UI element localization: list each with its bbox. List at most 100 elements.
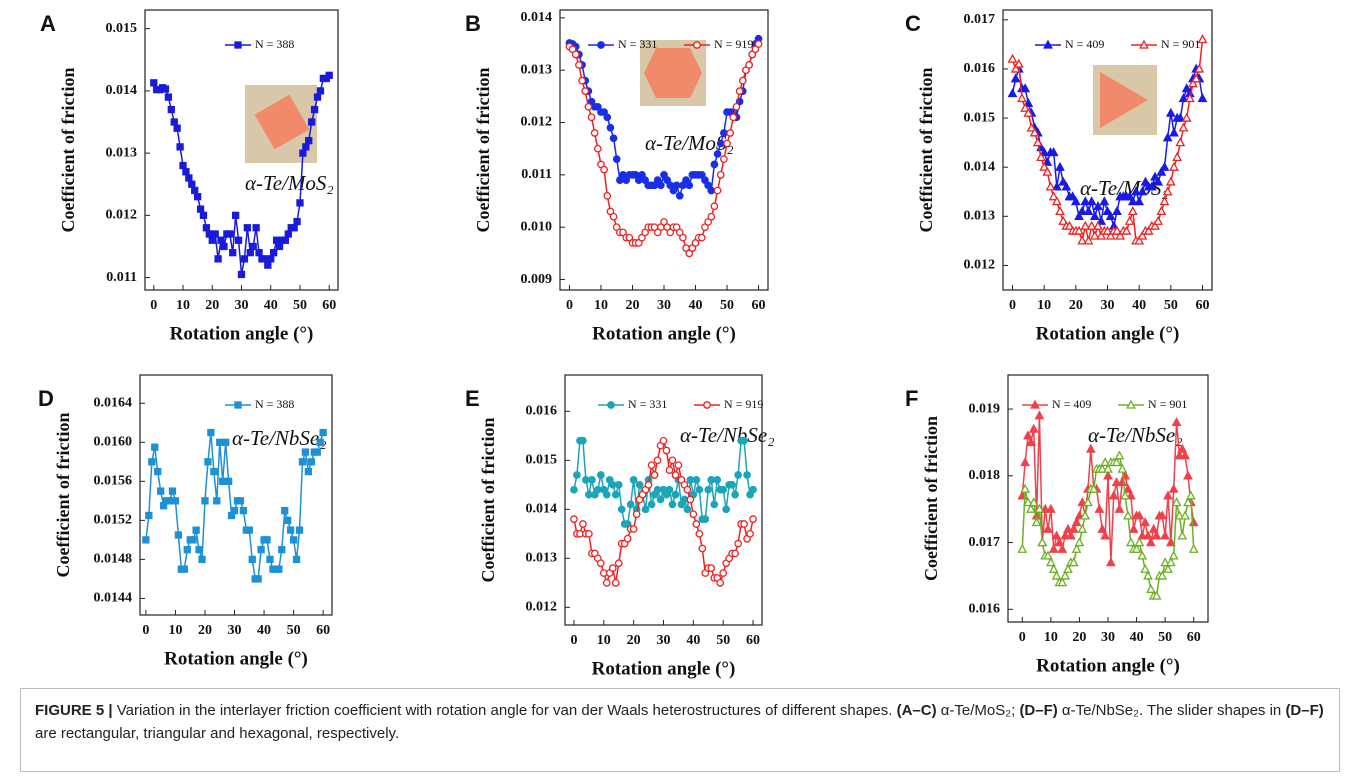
figure: A 0.011 0.012 0.013 0.014 0.015 0 10 20 30 40 50 60 R… [38,9,1213,679]
marker [304,467,313,476]
marker [1184,93,1195,103]
marker [1042,166,1053,176]
marker [1197,93,1208,103]
marker [720,155,728,164]
marker [148,458,156,466]
marker [266,555,274,564]
y-tick-label: 0.014 [964,159,996,174]
marker [1051,196,1062,206]
marker [697,233,706,242]
marker [1020,83,1031,93]
marker [167,105,175,114]
marker [165,497,174,505]
x-tick-label: 0 [150,298,157,313]
marker [195,545,203,554]
marker [1080,220,1091,230]
marker [644,480,653,489]
marker [1180,450,1191,460]
y-tick-label: 0.0144 [94,591,133,606]
x-tick-label: 20 [627,633,641,648]
marker [650,471,659,479]
marker [192,526,200,534]
x-tick-label: 50 [1164,298,1178,313]
marker [571,50,580,59]
marker [145,511,153,520]
marker [1121,225,1132,235]
marker [1045,557,1056,567]
marker [1089,230,1100,240]
panel-label: A [40,11,56,36]
marker [1169,161,1179,171]
marker [199,211,208,219]
marker [1083,206,1094,216]
marker [701,515,710,523]
annotation: α-Te/NbSe₂ [1088,423,1183,447]
marker [176,143,184,151]
marker [707,186,716,195]
marker [254,575,262,583]
y-tick-label: 0.012 [521,115,553,130]
caption-label: FIGURE 5 | [35,702,113,719]
marker [295,526,304,534]
marker [713,476,722,484]
x-tick-label: 10 [594,298,608,313]
marker [1140,517,1151,527]
marker [1157,510,1168,520]
marker [1094,503,1105,513]
legend-label: N = 409 [1052,397,1091,411]
marker [1063,523,1073,533]
marker [1145,583,1156,593]
marker [1153,215,1164,225]
annotation: α-Te/NbSe₂ [232,426,327,450]
marker [1097,463,1108,473]
marker [689,510,698,519]
marker [1162,186,1173,196]
marker [719,485,728,494]
marker [1137,230,1148,240]
panel-label: C [905,11,921,36]
marker [1150,220,1160,230]
marker [220,242,228,251]
marker [732,102,741,111]
y-tick-label: 0.013 [106,145,138,160]
x-tick-label: 30 [657,298,671,313]
marker [608,564,617,572]
marker [302,143,310,151]
marker [1099,196,1110,206]
x-tick-label: 60 [752,298,766,313]
marker [713,186,722,195]
marker [1148,523,1159,533]
x-tick-label: 60 [322,298,336,313]
marker [579,520,587,528]
marker [1086,220,1097,230]
marker [719,569,728,577]
marker [263,536,271,544]
marker [1058,215,1069,225]
y-axis-label: Coefficient of friction [916,68,936,233]
marker [609,212,618,221]
marker [602,578,611,587]
y-tick-label: 0.009 [521,272,553,287]
x-axis-label: Rotation angle (°) [1036,323,1180,344]
marker [695,485,704,494]
marker [1134,235,1145,245]
marker [1181,83,1192,93]
marker [1137,186,1148,196]
y-tick-label: 0.017 [969,535,1001,550]
x-tick-label: 0 [142,623,149,638]
marker [662,446,671,455]
marker [653,456,662,465]
marker [703,401,711,409]
marker [301,448,310,456]
marker [308,118,316,126]
marker [1030,399,1040,409]
x-tick-label: 30 [235,298,249,313]
marker [281,236,290,244]
x-tick-label: 30 [1101,298,1115,313]
marker [1191,73,1202,83]
marker [240,255,249,263]
x-tick-label: 30 [1101,630,1115,645]
marker [1100,530,1111,540]
marker [193,193,202,201]
marker [1064,220,1075,230]
